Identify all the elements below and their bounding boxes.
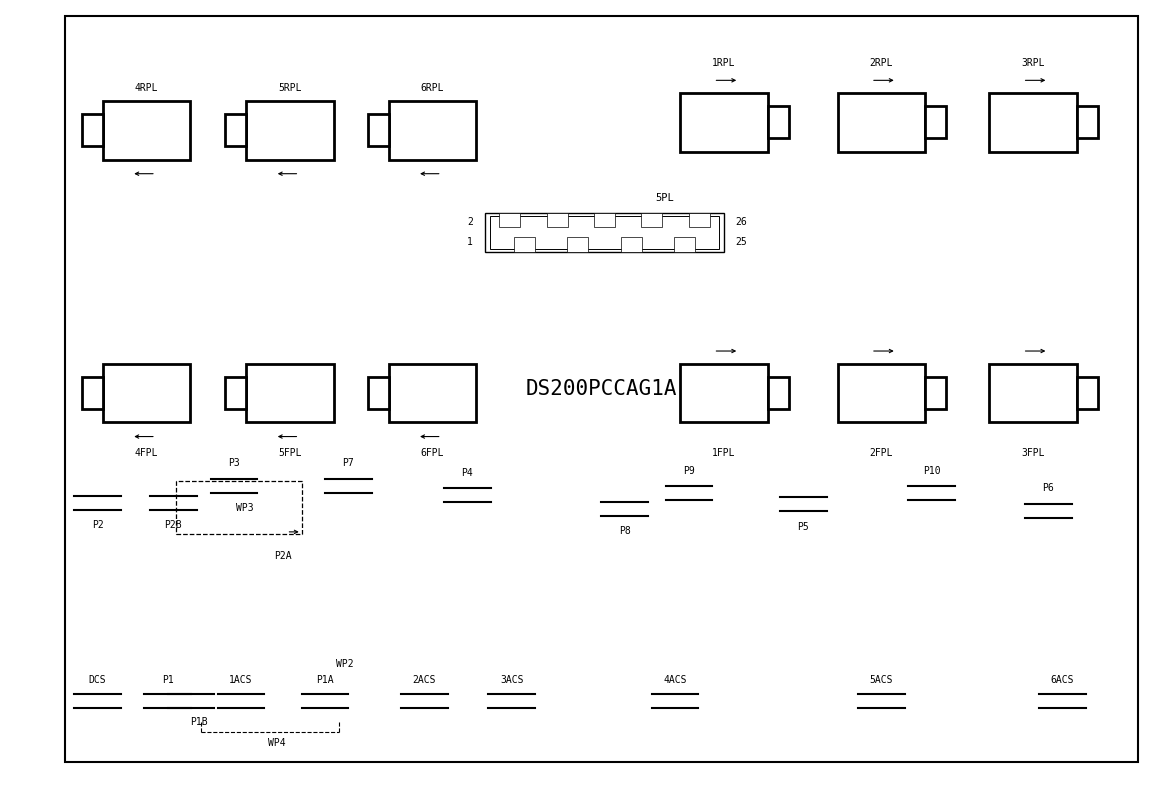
Bar: [593, 212, 614, 227]
Bar: [103, 364, 190, 422]
Bar: [389, 101, 477, 160]
Bar: [620, 237, 641, 252]
Text: P2B: P2B: [165, 520, 182, 530]
Text: 5ACS: 5ACS: [870, 675, 894, 685]
Bar: [547, 212, 568, 227]
Bar: [225, 376, 246, 410]
Bar: [837, 364, 925, 422]
Bar: [989, 364, 1077, 422]
Text: 1ACS: 1ACS: [229, 675, 252, 685]
Text: P7: P7: [342, 458, 354, 468]
Text: P2: P2: [91, 520, 104, 530]
Text: P1: P1: [161, 675, 173, 685]
Bar: [489, 215, 719, 248]
Bar: [499, 212, 520, 227]
Bar: [246, 364, 334, 422]
Bar: [568, 237, 589, 252]
Text: 5RPL: 5RPL: [278, 83, 301, 93]
Text: P10: P10: [923, 466, 940, 476]
Text: 4ACS: 4ACS: [663, 675, 687, 685]
Bar: [680, 364, 767, 422]
Text: P6: P6: [1042, 483, 1055, 494]
Bar: [689, 212, 710, 227]
Text: P5: P5: [798, 522, 809, 531]
Bar: [485, 212, 724, 252]
Text: 3FPL: 3FPL: [1021, 447, 1045, 457]
Bar: [103, 101, 190, 160]
Bar: [368, 114, 389, 146]
Bar: [368, 376, 389, 410]
Bar: [837, 93, 925, 152]
Text: DS200PCCAG1A: DS200PCCAG1A: [526, 379, 677, 399]
Text: P3: P3: [228, 458, 239, 468]
Bar: [925, 106, 946, 138]
Bar: [767, 106, 788, 138]
Text: 6FPL: 6FPL: [420, 447, 444, 457]
Bar: [674, 237, 695, 252]
Text: 3ACS: 3ACS: [500, 675, 523, 685]
Text: 25: 25: [736, 237, 748, 247]
Text: 1FPL: 1FPL: [712, 447, 736, 457]
Bar: [1077, 376, 1098, 410]
Text: WP3: WP3: [236, 502, 253, 512]
Bar: [1077, 106, 1098, 138]
Text: P8: P8: [619, 527, 631, 536]
Text: 4FPL: 4FPL: [134, 447, 159, 457]
Text: P1A: P1A: [317, 675, 334, 685]
Bar: [641, 212, 662, 227]
Text: 2: 2: [467, 217, 473, 226]
Bar: [82, 114, 103, 146]
Text: 1: 1: [467, 237, 473, 247]
Text: P2A: P2A: [274, 552, 292, 561]
Text: 2RPL: 2RPL: [870, 58, 894, 68]
Bar: [82, 376, 103, 410]
Bar: [680, 93, 767, 152]
Bar: [925, 376, 946, 410]
Bar: [514, 237, 535, 252]
Text: WP2: WP2: [336, 659, 354, 669]
Text: 6RPL: 6RPL: [420, 83, 444, 93]
Text: DCS: DCS: [89, 675, 106, 685]
Bar: [175, 481, 301, 534]
Text: P9: P9: [683, 466, 695, 476]
Text: 5PL: 5PL: [655, 193, 674, 203]
Text: 3RPL: 3RPL: [1021, 58, 1045, 68]
Text: P4: P4: [461, 468, 473, 478]
Bar: [246, 101, 334, 160]
Bar: [989, 93, 1077, 152]
Bar: [767, 376, 788, 410]
Text: 1RPL: 1RPL: [712, 58, 736, 68]
Bar: [225, 114, 246, 146]
Text: 2ACS: 2ACS: [412, 675, 436, 685]
Text: 4RPL: 4RPL: [134, 83, 159, 93]
Text: P1B: P1B: [190, 717, 208, 727]
Text: WP4: WP4: [269, 738, 286, 748]
Text: 2FPL: 2FPL: [870, 447, 894, 457]
Text: 26: 26: [736, 217, 748, 226]
Text: 5FPL: 5FPL: [278, 447, 301, 457]
Text: 6ACS: 6ACS: [1050, 675, 1075, 685]
Bar: [389, 364, 477, 422]
